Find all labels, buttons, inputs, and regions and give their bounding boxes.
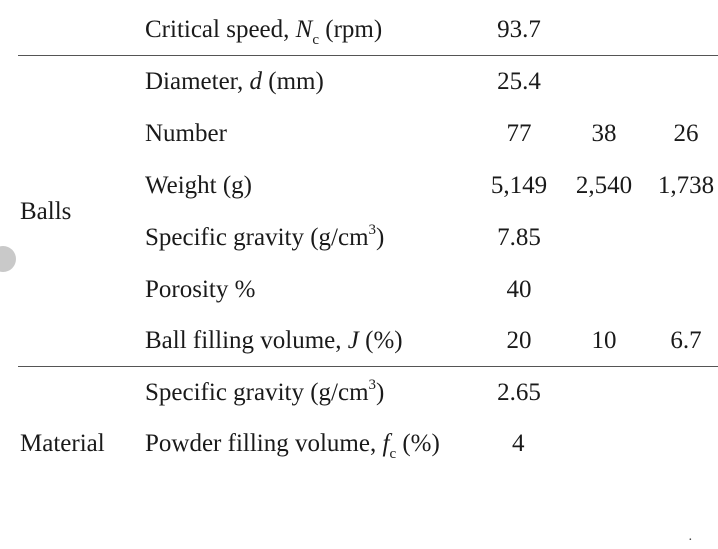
value-number-1: 77 xyxy=(506,120,532,147)
param-critical-speed: Critical speed, Nc (rpm) xyxy=(145,16,383,48)
value-number-3: 26 xyxy=(673,120,699,147)
value-weight-2: 2,540 xyxy=(575,172,633,199)
corner-mark: · xyxy=(688,533,693,548)
param-material-specific-gravity: Specific gravity (g/cm3) xyxy=(145,376,385,406)
value-diameter: 25.4 xyxy=(497,68,541,95)
param-weight: Weight (g) xyxy=(145,172,252,199)
param-ball-filling-volume: Ball filling volume, J (%) xyxy=(145,327,403,354)
divider-middle xyxy=(18,366,718,367)
value-ball-specific-gravity: 7.85 xyxy=(497,224,541,251)
value-ball-filling-3: 6.7 xyxy=(670,327,702,354)
value-ball-filling-1: 20 xyxy=(506,327,532,354)
value-number-2: 38 xyxy=(591,120,617,147)
param-diameter: Diameter, d (mm) xyxy=(145,68,324,95)
value-weight-1: 5,149 xyxy=(490,172,548,199)
edge-handle-dot xyxy=(0,246,16,272)
value-powder-filling-volume: 4 xyxy=(512,430,525,457)
value-weight-3: 1,738 xyxy=(657,172,715,199)
value-critical-speed: 93.7 xyxy=(497,16,541,43)
param-number: Number xyxy=(145,120,227,147)
param-powder-filling-volume: Powder filling volume, fc (%) xyxy=(145,430,440,462)
param-ball-specific-gravity: Specific gravity (g/cm3) xyxy=(145,221,385,251)
group-label-balls: Balls xyxy=(20,198,72,225)
value-material-specific-gravity: 2.65 xyxy=(497,379,541,406)
value-porosity: 40 xyxy=(506,276,532,303)
value-ball-filling-2: 10 xyxy=(591,327,617,354)
param-porosity: Porosity % xyxy=(145,276,256,303)
group-label-material: Material xyxy=(20,430,105,457)
divider-top xyxy=(18,55,718,56)
